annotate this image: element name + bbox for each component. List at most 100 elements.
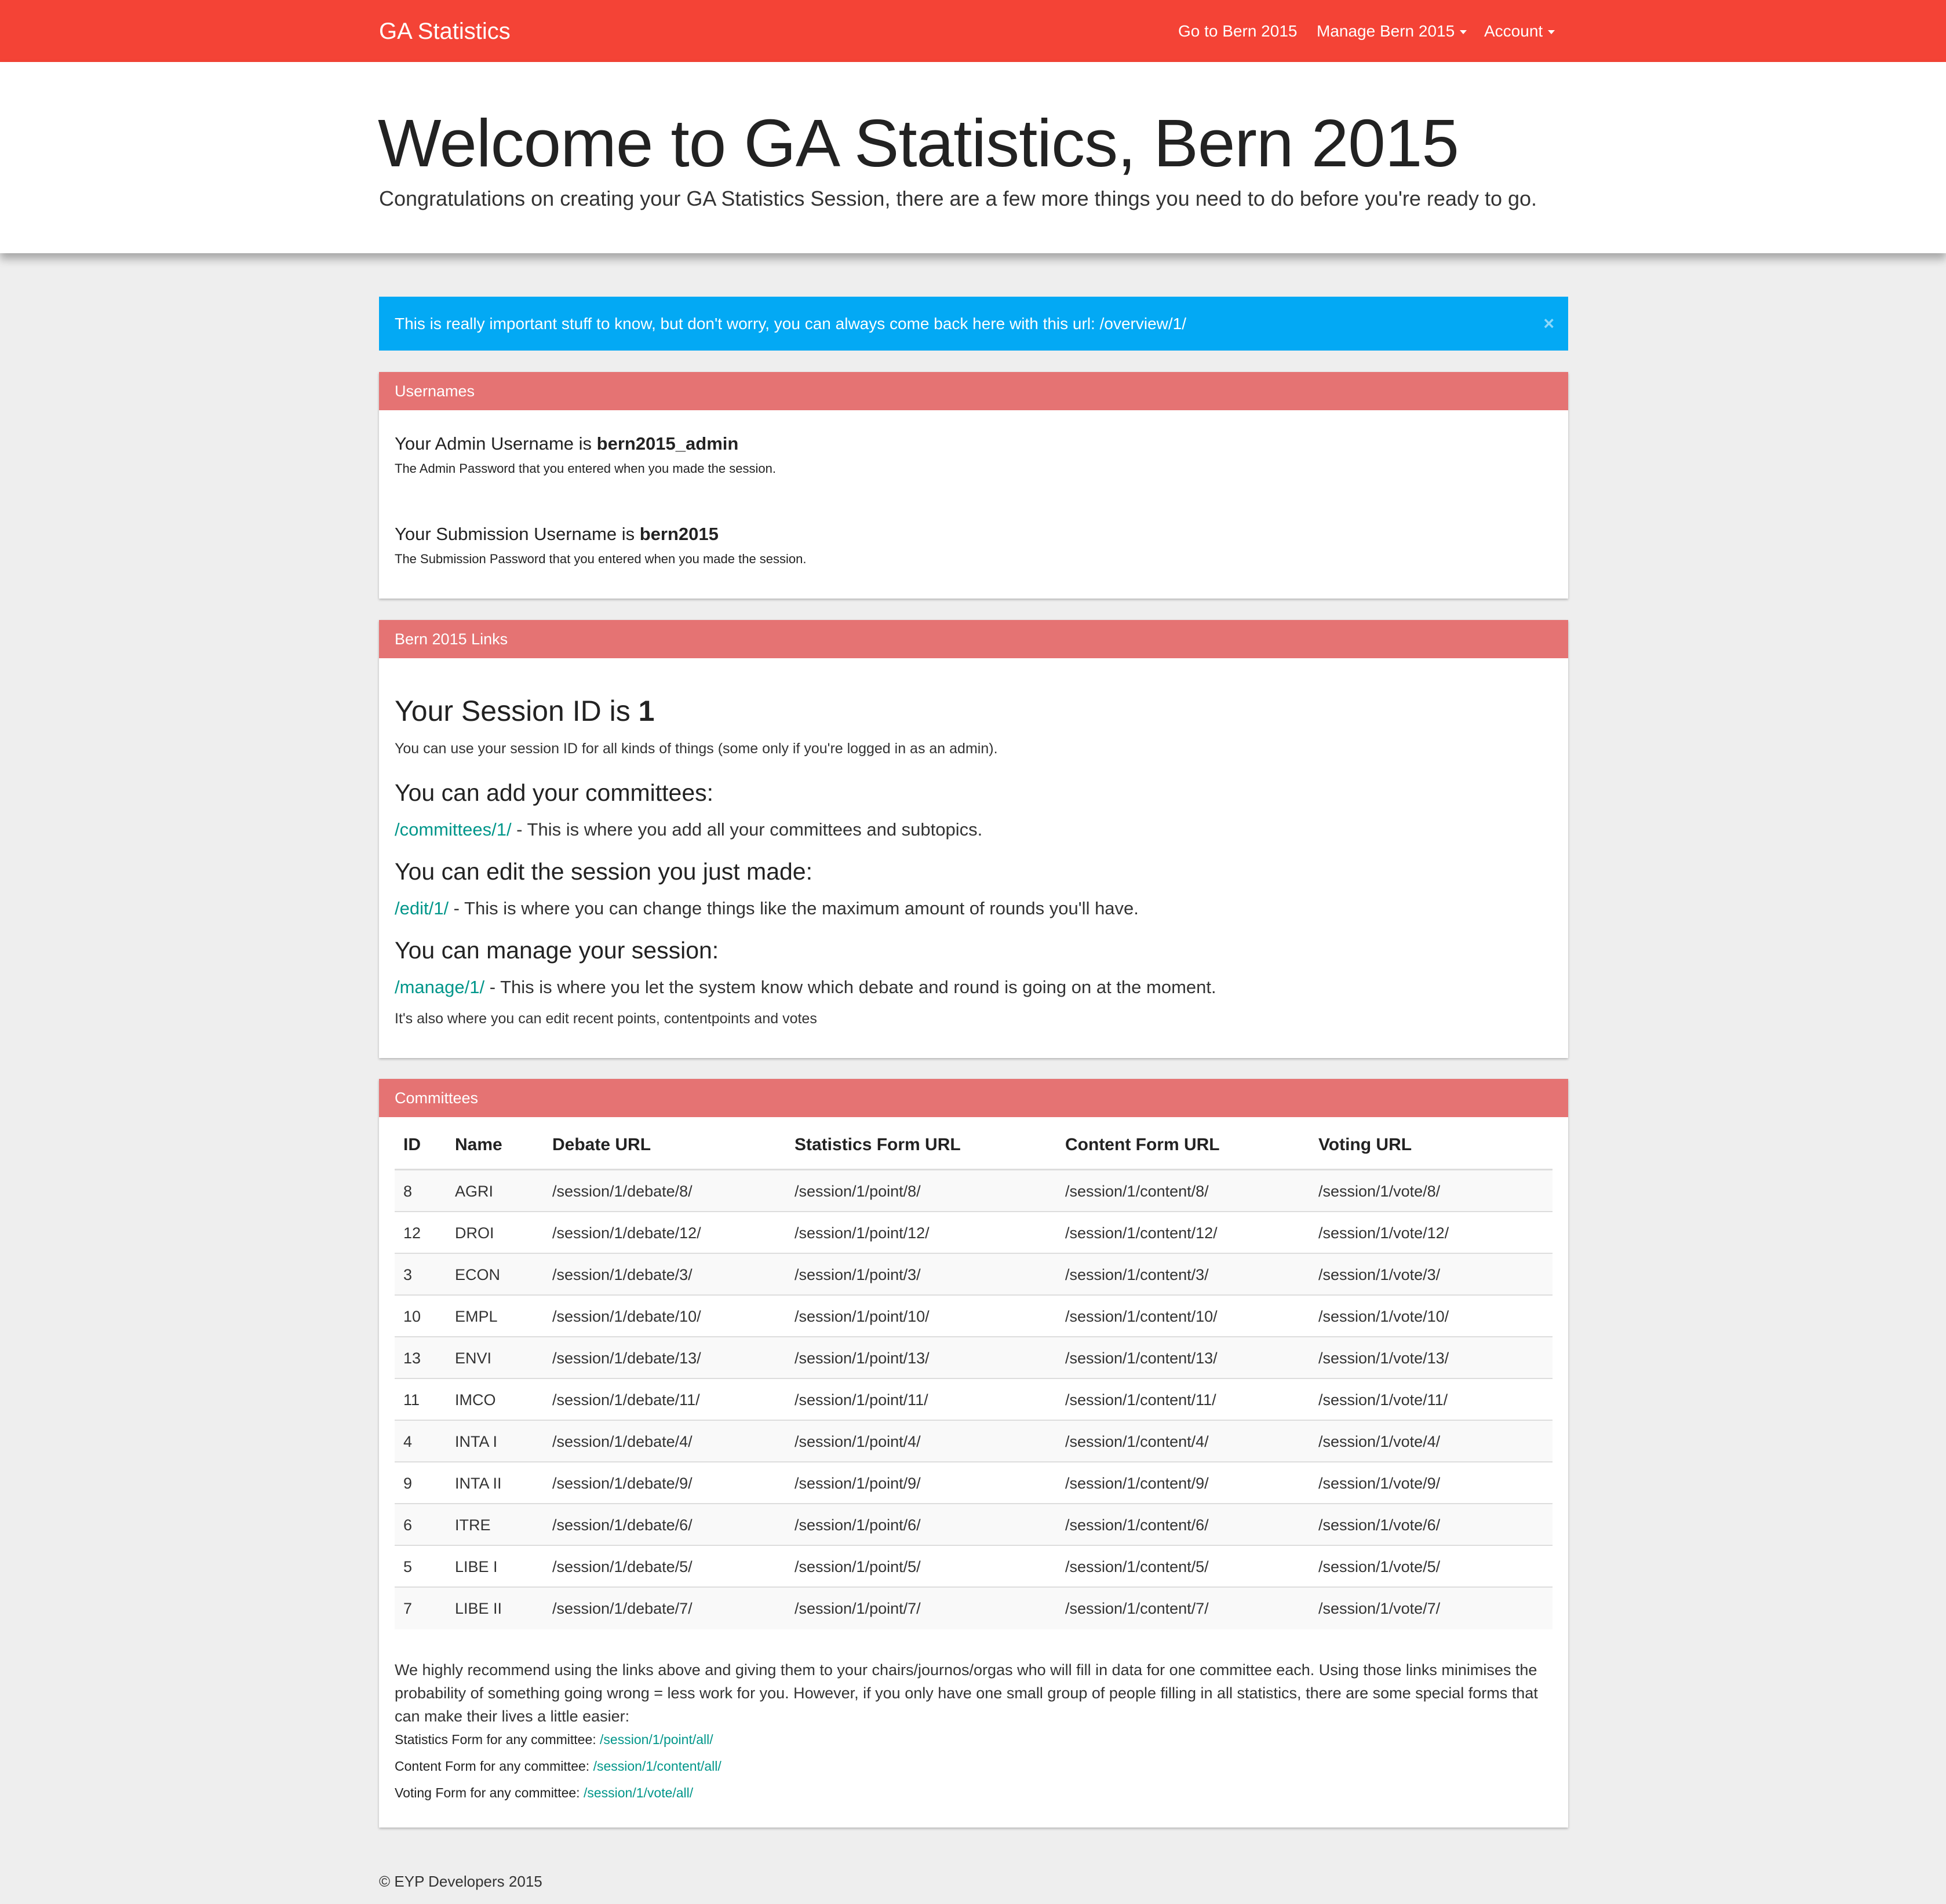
brand-link[interactable]: GA Statistics — [379, 19, 511, 44]
page-subtitle: Congratulations on creating your GA Stat… — [379, 187, 1537, 210]
manage-link-description: - This is where you let the system know … — [484, 977, 1216, 997]
voting-form-all-link[interactable]: /session/1/vote/all/ — [583, 1785, 694, 1800]
nav-manage-session-label: Manage Bern 2015 — [1317, 22, 1455, 40]
committees-table: ID Name Debate URL Statistics Form URL C… — [395, 1117, 1553, 1629]
table-row: 7 LIBE II/session/1/debate/7/ /session/1/p… — [395, 1588, 1553, 1629]
committee-name: ECON — [455, 1266, 501, 1283]
statistics-form-url-link[interactable]: /session/1/point/4/ — [795, 1433, 921, 1450]
content-form-url-link[interactable]: /session/1/content/5/ — [1065, 1558, 1209, 1575]
voting-url-link[interactable]: /session/1/vote/5/ — [1318, 1558, 1441, 1575]
admin-username: bern2015_admin — [596, 433, 739, 454]
committee-name: INTA II — [455, 1475, 502, 1492]
content-form-url-link[interactable]: /session/1/content/12/ — [1065, 1224, 1218, 1242]
committee-id: 6 — [403, 1516, 413, 1534]
content-form-url-link[interactable]: /session/1/content/11/ — [1065, 1391, 1216, 1409]
manage-section-title: You can manage your session: — [395, 937, 719, 964]
table-row: 10 EMPL/session/1/debate/10/ /session/1/po… — [395, 1296, 1553, 1337]
committee-id: 5 — [403, 1558, 413, 1575]
debate-url-link[interactable]: /session/1/debate/10/ — [552, 1308, 701, 1325]
voting-url-link[interactable]: /session/1/vote/13/ — [1318, 1349, 1449, 1367]
statistics-form-line: Statistics Form for any committee: /sess… — [395, 1726, 713, 1753]
debate-url-link[interactable]: /session/1/debate/8/ — [552, 1183, 693, 1200]
panel-heading: Committees — [379, 1079, 1568, 1117]
statistics-form-url-link[interactable]: /session/1/point/7/ — [795, 1600, 921, 1617]
committee-name: DROI — [455, 1224, 494, 1242]
debate-url-link[interactable]: /session/1/debate/6/ — [552, 1516, 693, 1534]
committees-link-line: /committees/1/ - This is where you add a… — [395, 818, 982, 841]
voting-url-link[interactable]: /session/1/vote/7/ — [1318, 1600, 1441, 1617]
voting-url-link[interactable]: /session/1/vote/10/ — [1318, 1308, 1449, 1325]
debate-url-link[interactable]: /session/1/debate/3/ — [552, 1266, 693, 1283]
nav-go-to-session[interactable]: Go to Bern 2015 — [1178, 22, 1298, 40]
content-form-all-link[interactable]: /session/1/content/all/ — [593, 1759, 721, 1774]
voting-url-link[interactable]: /session/1/vote/6/ — [1318, 1516, 1441, 1534]
statistics-form-url-link[interactable]: /session/1/point/9/ — [795, 1475, 921, 1492]
column-header-id: ID — [403, 1135, 421, 1154]
manage-note: It's also where you can edit recent poin… — [395, 1011, 817, 1027]
committee-name: INTA I — [455, 1433, 498, 1450]
column-header-statistics-form-url: Statistics Form URL — [795, 1135, 961, 1154]
debate-url-link[interactable]: /session/1/debate/5/ — [552, 1558, 693, 1575]
debate-url-link[interactable]: /session/1/debate/11/ — [552, 1391, 700, 1409]
content-form-url-link[interactable]: /session/1/content/3/ — [1065, 1266, 1209, 1283]
committee-id: 11 — [403, 1391, 420, 1409]
edit-section-title: You can edit the session you just made: — [395, 858, 813, 885]
debate-url-link[interactable]: /session/1/debate/13/ — [552, 1349, 701, 1367]
caret-down-icon — [1548, 30, 1555, 35]
statistics-form-url-link[interactable]: /session/1/point/11/ — [795, 1391, 928, 1409]
statistics-form-url-link[interactable]: /session/1/point/6/ — [795, 1516, 921, 1534]
voting-url-link[interactable]: /session/1/vote/12/ — [1318, 1224, 1449, 1242]
content-form-url-link[interactable]: /session/1/content/10/ — [1065, 1308, 1218, 1325]
voting-form-label: Voting Form for any committee: — [395, 1785, 584, 1800]
debate-url-link[interactable]: /session/1/debate/4/ — [552, 1433, 693, 1450]
statistics-form-url-link[interactable]: /session/1/point/5/ — [795, 1558, 921, 1575]
nav-manage-session-dropdown[interactable]: Manage Bern 2015 — [1317, 21, 1467, 42]
statistics-form-url-link[interactable]: /session/1/point/12/ — [795, 1224, 930, 1242]
content-form-url-link[interactable]: /session/1/content/13/ — [1065, 1349, 1218, 1367]
edit-link-description: - This is where you can change things li… — [449, 898, 1139, 918]
committee-id: 12 — [403, 1224, 421, 1242]
column-header-content-form-url: Content Form URL — [1065, 1135, 1220, 1154]
content-form-url-link[interactable]: /session/1/content/6/ — [1065, 1516, 1209, 1534]
committees-link[interactable]: /committees/1/ — [395, 819, 512, 840]
content-form-line: Content Form for any committee: /session… — [395, 1753, 721, 1779]
table-row: 11 IMCO/session/1/debate/11/ /session/1/po… — [395, 1379, 1553, 1421]
content-form-url-link[interactable]: /session/1/content/8/ — [1065, 1183, 1209, 1200]
voting-url-link[interactable]: /session/1/vote/3/ — [1318, 1266, 1441, 1283]
statistics-form-url-link[interactable]: /session/1/point/10/ — [795, 1308, 930, 1325]
statistics-form-url-link[interactable]: /session/1/point/3/ — [795, 1266, 921, 1283]
debate-url-link[interactable]: /session/1/debate/12/ — [552, 1224, 701, 1242]
alert-text: This is really important stuff to know, … — [395, 315, 1186, 333]
close-icon[interactable]: × — [1543, 313, 1554, 334]
session-id-value: 1 — [638, 695, 655, 727]
content-form-url-link[interactable]: /session/1/content/9/ — [1065, 1475, 1209, 1492]
manage-link-line: /manage/1/ - This is where you let the s… — [395, 976, 1216, 999]
edit-link[interactable]: /edit/1/ — [395, 898, 449, 918]
debate-url-link[interactable]: /session/1/debate/9/ — [552, 1475, 693, 1492]
voting-url-link[interactable]: /session/1/vote/8/ — [1318, 1183, 1441, 1200]
table-row: 4 INTA I/session/1/debate/4/ /session/1/po… — [395, 1421, 1553, 1462]
voting-url-link[interactable]: /session/1/vote/11/ — [1318, 1391, 1448, 1409]
session-id-note: You can use your session ID for all kind… — [395, 741, 998, 757]
session-id-label: Your Session ID is — [395, 695, 639, 727]
nav-account-dropdown[interactable]: Account — [1484, 21, 1555, 42]
voting-form-line: Voting Form for any committee: /session/… — [395, 1779, 693, 1806]
manage-link[interactable]: /manage/1/ — [395, 977, 485, 997]
table-row: 13 ENVI/session/1/debate/13/ /session/1/po… — [395, 1337, 1553, 1379]
debate-url-link[interactable]: /session/1/debate/7/ — [552, 1600, 693, 1617]
voting-url-link[interactable]: /session/1/vote/4/ — [1318, 1433, 1441, 1450]
voting-url-link[interactable]: /session/1/vote/9/ — [1318, 1475, 1441, 1492]
jumbotron: Welcome to GA Statistics, Bern 2015 Cong… — [0, 62, 1946, 253]
content-form-url-link[interactable]: /session/1/content/7/ — [1065, 1600, 1209, 1617]
column-header-voting-url: Voting URL — [1318, 1135, 1412, 1154]
table-header: ID Name Debate URL Statistics Form URL C… — [395, 1117, 1553, 1170]
committee-name: IMCO — [455, 1391, 496, 1409]
statistics-form-url-link[interactable]: /session/1/point/13/ — [795, 1349, 930, 1367]
table-row: 9 INTA II/session/1/debate/9/ /session/1/p… — [395, 1462, 1553, 1504]
content-form-url-link[interactable]: /session/1/content/4/ — [1065, 1433, 1209, 1450]
statistics-form-all-link[interactable]: /session/1/point/all/ — [600, 1732, 713, 1747]
committee-id: 13 — [403, 1349, 421, 1367]
table-row: 12 DROI/session/1/debate/12/ /session/1/po… — [395, 1212, 1553, 1254]
edit-link-line: /edit/1/ - This is where you can change … — [395, 897, 1139, 920]
statistics-form-url-link[interactable]: /session/1/point/8/ — [795, 1183, 921, 1200]
